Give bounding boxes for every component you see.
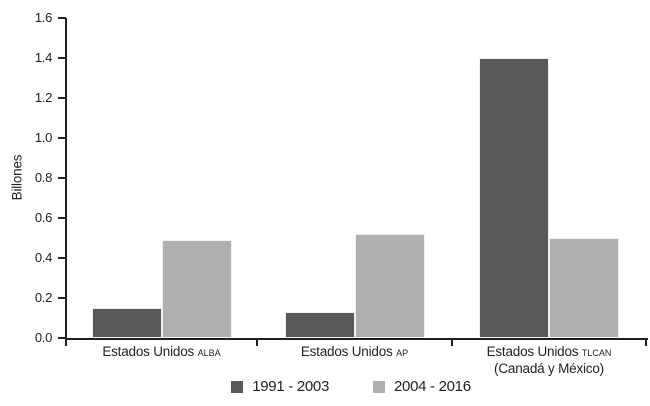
x-tick [65, 340, 67, 346]
y-tick [58, 297, 66, 299]
bar-series2-group3 [549, 238, 619, 338]
y-tick-label: 0.0 [34, 330, 52, 345]
bar-series2-group2 [354, 234, 425, 338]
y-tick-label: 0.4 [34, 250, 52, 265]
x-axis-label-main: Estados Unidos [300, 344, 397, 359]
x-tick [451, 340, 453, 346]
y-tick [58, 177, 66, 179]
bar-series1-group3 [479, 58, 549, 338]
x-axis-label-group2: Estados Unidos AP [245, 344, 465, 361]
x-axis-label-group1: Estados Unidos ALBA [52, 344, 272, 361]
y-tick-label: 1.0 [34, 130, 52, 145]
legend: 1991 - 2003 2004 - 2016 [26, 378, 650, 395]
x-axis-label-main: Estados Unidos [102, 344, 198, 359]
y-tick-label: 1.2 [34, 90, 52, 105]
legend-swatch-series-2 [373, 380, 385, 393]
y-tick-label: 0.8 [34, 170, 52, 185]
legend-entry-series-2: 2004 - 2016 [373, 378, 471, 395]
y-tick-label: 1.4 [34, 50, 52, 65]
x-axis-label-tag: ALBA [197, 348, 221, 358]
x-tick [256, 340, 258, 346]
y-tick-label: 1.6 [34, 10, 52, 25]
y-tick [58, 137, 66, 139]
bar-series1-group2 [284, 312, 355, 338]
y-tick [58, 17, 66, 19]
x-axis-label-tag: TLCAN [581, 348, 612, 358]
y-tick-label: 0.2 [34, 290, 52, 305]
legend-swatch-series-1 [231, 380, 244, 393]
y-tick [58, 337, 66, 339]
y-tick [58, 57, 66, 59]
y-axis-line [65, 18, 67, 340]
y-tick-label: 0.6 [34, 210, 52, 225]
x-axis-label-main: Estados Unidos [486, 344, 582, 359]
bar-series1-group1 [91, 308, 162, 338]
x-axis-label-subline: (Canadá y México) [494, 361, 604, 376]
y-tick [58, 257, 66, 259]
x-axis-label-tag: AP [396, 348, 409, 358]
x-axis-label-group3: Estados Unidos TLCAN (Canadá y México) [439, 344, 650, 377]
x-tick [645, 340, 647, 346]
legend-entry-series-1: 1991 - 2003 [231, 378, 329, 395]
legend-label-series-1: 1991 - 2003 [252, 378, 329, 395]
legend-label-series-2: 2004 - 2016 [394, 378, 471, 395]
y-tick [58, 97, 66, 99]
y-tick [58, 217, 66, 219]
bar-series2-group1 [161, 240, 232, 338]
x-axis-line [65, 338, 648, 340]
